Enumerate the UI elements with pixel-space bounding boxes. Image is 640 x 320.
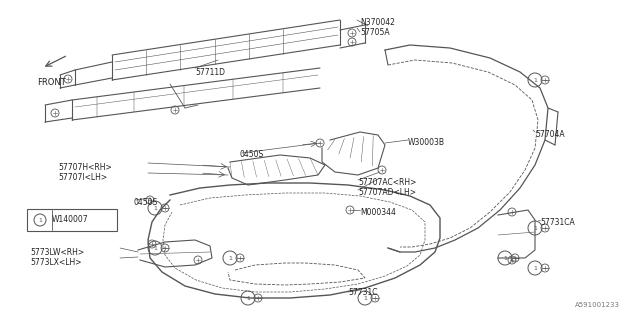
- Text: 1: 1: [363, 295, 367, 300]
- Text: 57731CA: 57731CA: [540, 218, 575, 227]
- Text: 1: 1: [533, 77, 537, 83]
- Text: 0450S: 0450S: [240, 150, 264, 159]
- Text: 57707AC<RH>: 57707AC<RH>: [358, 178, 417, 187]
- Text: A591001233: A591001233: [575, 302, 620, 308]
- Text: 57704A: 57704A: [535, 130, 564, 139]
- Text: 1: 1: [503, 255, 507, 260]
- Text: 5773LX<LH>: 5773LX<LH>: [30, 258, 81, 267]
- Text: 1: 1: [533, 226, 537, 230]
- Text: FRONT: FRONT: [38, 78, 67, 87]
- Text: N370042: N370042: [360, 18, 395, 27]
- Text: M000344: M000344: [360, 208, 396, 217]
- Text: W30003B: W30003B: [408, 138, 445, 147]
- Text: W140007: W140007: [52, 215, 88, 225]
- Text: 1: 1: [38, 218, 42, 222]
- Text: 1: 1: [153, 205, 157, 211]
- Text: 57711D: 57711D: [195, 68, 225, 77]
- Text: 0450S: 0450S: [134, 198, 158, 207]
- Text: 57707AD<LH>: 57707AD<LH>: [358, 188, 416, 197]
- FancyBboxPatch shape: [27, 209, 117, 231]
- Text: 1: 1: [153, 245, 157, 251]
- Text: 57707I<LH>: 57707I<LH>: [58, 173, 107, 182]
- Text: 1: 1: [246, 295, 250, 300]
- Text: 1: 1: [228, 255, 232, 260]
- Text: 57731C: 57731C: [348, 288, 378, 297]
- Text: 1: 1: [533, 266, 537, 270]
- Text: 57707H<RH>: 57707H<RH>: [58, 163, 112, 172]
- Text: 57705A: 57705A: [360, 28, 390, 37]
- Text: 5773LW<RH>: 5773LW<RH>: [30, 248, 84, 257]
